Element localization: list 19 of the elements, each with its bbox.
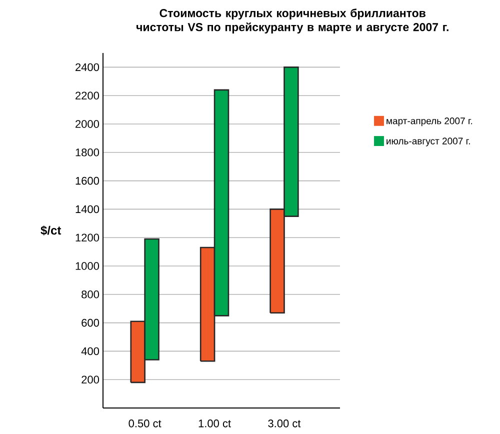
y-tick-label: 1200 xyxy=(76,234,100,242)
y-tick-label: 2000 xyxy=(76,120,100,128)
x-tick-label: 3.00 ct xyxy=(268,420,301,428)
legend-label: июль-август 2007 г. xyxy=(386,138,470,146)
y-axis-title: $/ct xyxy=(40,226,62,236)
x-tick-label: 0.50 ct xyxy=(128,420,162,428)
y-tick-label: 400 xyxy=(81,347,100,356)
legend-label: март-апрель 2007 г. xyxy=(386,118,472,126)
y-tick-label: 1400 xyxy=(76,205,100,214)
x-tick-label: 1.00 ct xyxy=(198,420,231,428)
y-tick-label: 1000 xyxy=(76,262,100,270)
y-tick-label: 2400 xyxy=(76,63,100,72)
y-tick-label: 200 xyxy=(82,376,100,384)
chart-title: Стоимость круглых коричневых бриллиантов чистоты VS по прейскуранту в марте и августе 2007 г. xyxy=(136,8,448,34)
y-tick-label: 2200 xyxy=(76,92,100,100)
y-tick-label: 600 xyxy=(82,318,100,327)
y-tick-label: 1600 xyxy=(76,176,100,185)
y-tick-label: 1800 xyxy=(76,148,100,156)
y-tick-label: 800 xyxy=(82,290,100,298)
